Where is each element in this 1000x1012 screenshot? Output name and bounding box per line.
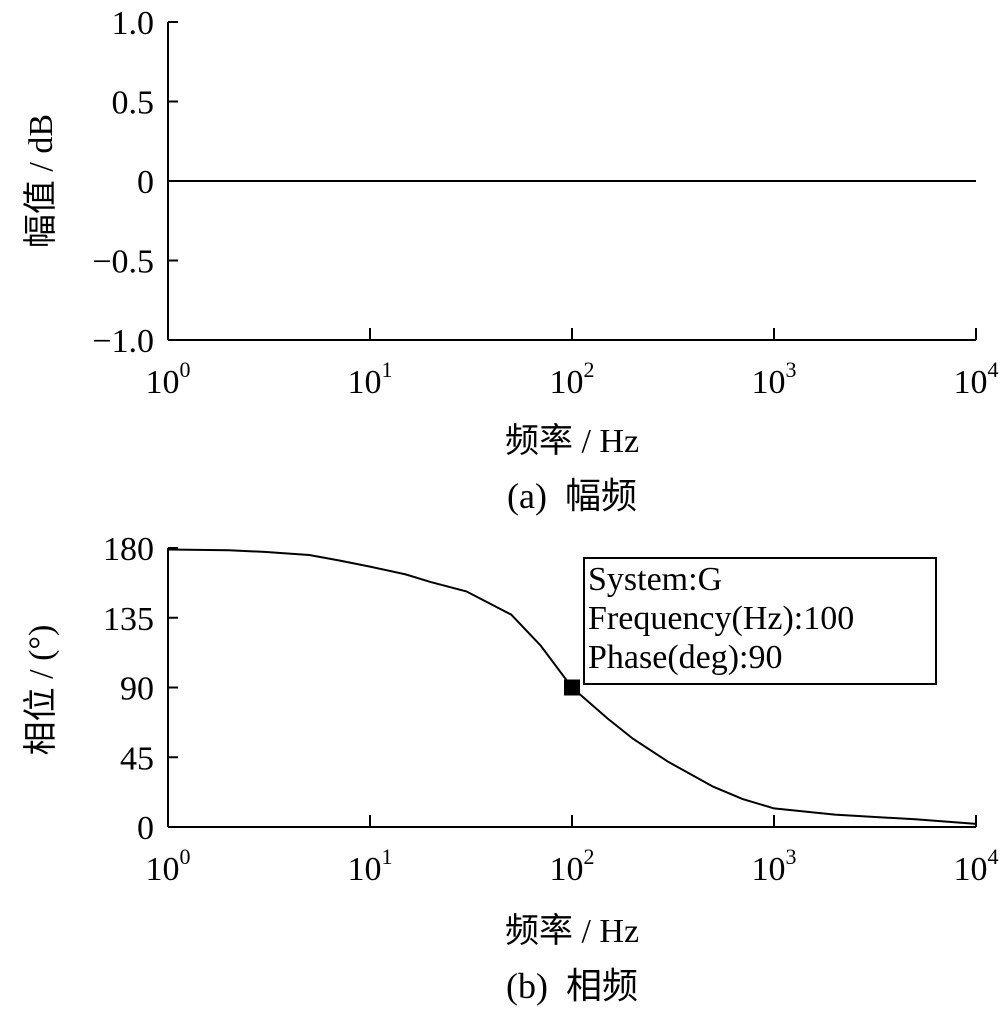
datatip-phase-text: Phase(deg):90 [588, 639, 783, 676]
phase-y-tick-label: 0 [137, 810, 154, 847]
magnitude-plot-area: 1.00.50−0.5−1.0 100 101 102 103 104 [92, 5, 998, 401]
magnitude-y-tick-label: −0.5 [92, 244, 154, 281]
datatip-frequency-text: Frequency(Hz):100 [588, 600, 854, 637]
magnitude-y-axis-title: 幅值 / dB [22, 114, 60, 248]
phase-caption: (b) 相频 [506, 966, 638, 1006]
phase-x-tick-base: 10 [752, 851, 786, 888]
phase-x-tick-exponent: 1 [382, 844, 393, 869]
magnitude-y-tick-label: 1.0 [112, 5, 155, 42]
magnitude-x-tick-exponent: 2 [584, 357, 595, 382]
magnitude-x-tick-exponent: 0 [180, 357, 191, 382]
phase-y-tick-label: 135 [103, 601, 154, 638]
magnitude-x-tick-base: 10 [348, 364, 382, 401]
phase-y-axis-title: 相位 / (°) [22, 625, 60, 756]
magnitude-x-tick-exponent: 3 [786, 357, 797, 382]
magnitude-caption: (a) 幅频 [507, 476, 637, 516]
phase-y-tick-label: 180 [103, 531, 154, 568]
magnitude-x-tick-label: 102 [550, 357, 595, 401]
datatip-system-text: System:G [588, 561, 722, 598]
datatip-marker[interactable] [564, 679, 580, 696]
phase-x-tick-exponent: 2 [584, 844, 595, 869]
phase-x-tick-label: 104 [954, 844, 999, 888]
magnitude-x-ticks: 100 101 102 103 104 [146, 328, 999, 401]
phase-x-tick-label: 100 [146, 844, 191, 888]
phase-x-tick-base: 10 [550, 851, 584, 888]
magnitude-x-tick-base: 10 [752, 364, 786, 401]
phase-x-tick-label: 101 [348, 844, 393, 888]
phase-x-tick-label: 103 [752, 844, 797, 888]
magnitude-x-tick-label: 100 [146, 357, 191, 401]
phase-x-tick-exponent: 0 [180, 844, 191, 869]
phase-x-tick-exponent: 4 [988, 844, 999, 869]
phase-y-tick-label: 90 [120, 671, 154, 708]
phase-x-tick-exponent: 3 [786, 844, 797, 869]
phase-x-tick-label: 102 [550, 844, 595, 888]
magnitude-x-tick-exponent: 4 [988, 357, 999, 382]
magnitude-y-tick-label: −1.0 [92, 323, 154, 360]
magnitude-x-tick-exponent: 1 [382, 357, 393, 382]
phase-y-tick-label: 45 [120, 740, 154, 777]
magnitude-x-tick-label: 101 [348, 357, 393, 401]
phase-x-tick-base: 10 [348, 851, 382, 888]
datatip-box[interactable]: System:G Frequency(Hz):100 Phase(deg):90 [583, 557, 937, 685]
magnitude-x-tick-base: 10 [550, 364, 584, 401]
magnitude-y-ticks: 1.0 0.5 0 −0.5 −1.0 [92, 5, 178, 360]
phase-x-tick-base: 10 [954, 851, 988, 888]
magnitude-y-tick-label: 0.5 [112, 85, 155, 122]
magnitude-panel: 1.00.50−0.5−1.0 100 101 102 103 104 幅值 / dB … [22, 5, 999, 516]
phase-x-ticks: 100 101 102 103 104 [146, 815, 999, 888]
phase-y-ticks: 180 135 90 45 0 [103, 531, 178, 847]
magnitude-x-axis-title: 频率 / Hz [505, 422, 639, 460]
magnitude-y-tick-label: 0 [137, 164, 154, 201]
magnitude-x-tick-base: 10 [146, 364, 180, 401]
datatip-frame [583, 557, 937, 685]
magnitude-x-tick-label: 104 [954, 357, 999, 401]
phase-x-tick-base: 10 [146, 851, 180, 888]
phase-x-axis-title: 频率 / Hz [505, 912, 639, 950]
magnitude-x-tick-label: 103 [752, 357, 797, 401]
magnitude-x-tick-base: 10 [954, 364, 988, 401]
phase-series-line [167, 548, 977, 825]
